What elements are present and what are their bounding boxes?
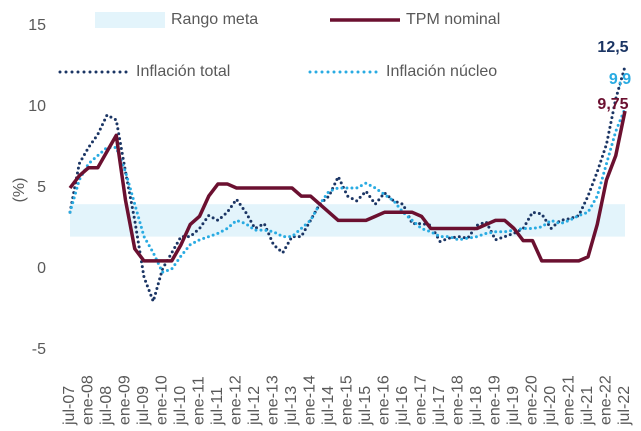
x-tick-label: jul-21 <box>579 386 596 426</box>
x-tick-label: jul-08 <box>98 386 115 426</box>
x-tick-label: ene-21 <box>561 375 578 425</box>
x-tick-label: ene-14 <box>302 375 319 425</box>
y-tick-label: 5 <box>37 179 46 196</box>
x-tick-label: ene-09 <box>117 375 134 425</box>
x-tick-label: jul-16 <box>394 386 411 426</box>
x-tick-label: jul-13 <box>283 386 300 426</box>
end-value-label: 12,5 <box>597 39 628 56</box>
series-line <box>68 107 627 274</box>
series-line <box>68 65 627 303</box>
y-tick-label: 10 <box>28 98 46 115</box>
x-tick-label: ene-15 <box>339 375 356 425</box>
legend-label: Inflación total <box>136 63 230 80</box>
x-tick-label: ene-16 <box>376 375 393 425</box>
y-axis-title: (%) <box>11 178 28 203</box>
y-tick-label: 0 <box>37 260 46 277</box>
x-tick-label: jul-09 <box>135 386 152 426</box>
x-tick-label: ene-11 <box>191 376 208 425</box>
x-tick-label: ene-20 <box>524 375 541 425</box>
x-tick-label: jul-11 <box>209 387 226 426</box>
y-tick-label: 15 <box>28 17 46 34</box>
x-tick-label: jul-22 <box>616 386 633 426</box>
x-tick-label: jul-17 <box>431 386 448 426</box>
legend-label: TPM nominal <box>406 11 500 28</box>
series-line <box>68 110 627 263</box>
x-tick-label: jul-14 <box>320 386 337 426</box>
end-value-label: 9,75 <box>597 96 628 113</box>
x-tick-label: ene-19 <box>487 375 504 425</box>
x-tick-label: jul-20 <box>542 386 559 426</box>
x-tick-label: ene-13 <box>265 375 282 425</box>
x-tick-label: ene-08 <box>80 375 97 425</box>
x-tick-label: jul-15 <box>357 386 374 426</box>
legend-label: Inflación núcleo <box>386 63 497 80</box>
x-tick-label: ene-18 <box>450 375 467 425</box>
y-tick-label: -5 <box>32 341 46 358</box>
x-tick-label: ene-22 <box>598 375 615 425</box>
x-tick-label: jul-18 <box>468 386 485 426</box>
x-tick-label: jul-07 <box>61 386 78 426</box>
legend-swatch <box>95 12 165 28</box>
x-tick-label: ene-17 <box>413 375 430 425</box>
x-tick-label: jul-19 <box>505 386 522 426</box>
x-tick-label: jul-12 <box>246 386 263 426</box>
x-tick-label: ene-10 <box>154 375 171 425</box>
legend-label: Rango meta <box>171 11 258 28</box>
x-tick-label: jul-10 <box>172 386 189 426</box>
end-value-label: 9,9 <box>609 71 631 88</box>
x-tick-label: ene-12 <box>228 375 245 425</box>
